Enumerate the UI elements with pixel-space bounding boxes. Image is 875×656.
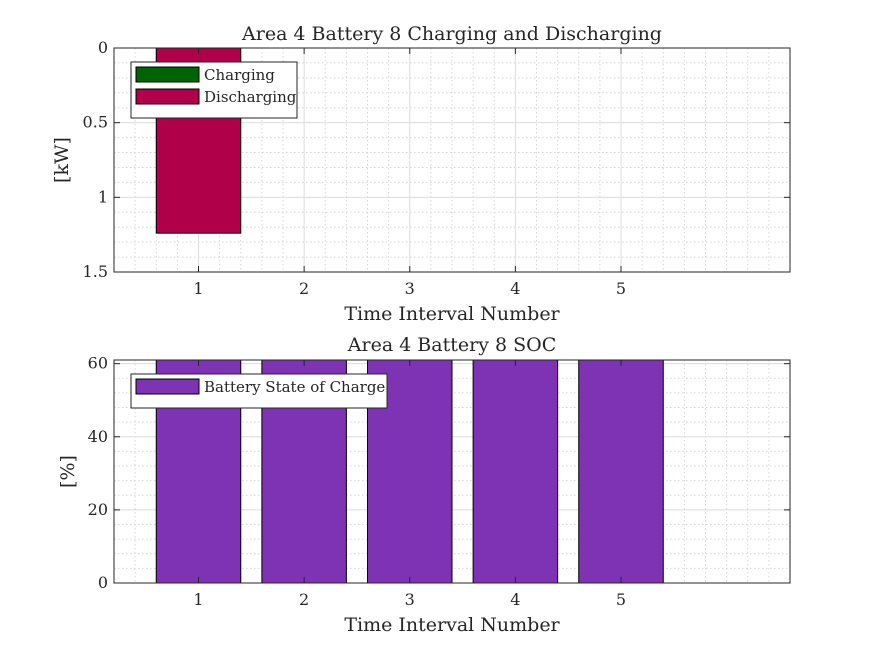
x-tick-label: 2 (299, 590, 309, 609)
y-tick-label: 20 (88, 500, 108, 519)
chart-title: Area 4 Battery 8 SOC (347, 334, 556, 356)
legend: Charging Discharging (130, 61, 298, 119)
top-axes: 1 2 3 4 5 0 0.5 1 1.5 Area 4 Battery 8 Charging … (51, 23, 791, 325)
x-tick-label: 2 (299, 279, 309, 298)
y-tick-label: 0.5 (83, 113, 108, 132)
y-tick-label: 60 (88, 354, 108, 373)
legend: Battery State of Charge (130, 373, 388, 409)
legend-entry: Discharging (204, 88, 297, 106)
y-tick-label: 0 (98, 38, 108, 57)
bottom-axes: 1 2 3 4 5 0 20 40 60 Area 4 Battery 8 SOC Time I… (57, 334, 791, 636)
x-tick-label: 3 (405, 590, 415, 609)
y-tick-label: 1.5 (83, 262, 108, 281)
x-tick-label: 5 (616, 590, 626, 609)
y-tick-label: 40 (88, 427, 108, 446)
x-axis-label: Time Interval Number (344, 303, 560, 325)
legend-entry: Battery State of Charge (204, 378, 385, 396)
y-axis-label: [%] (57, 455, 79, 488)
legend-swatch (135, 66, 200, 83)
x-tick-label: 4 (510, 590, 520, 609)
y-axis-label: [kW] (51, 137, 73, 183)
bar-battery-state-of-charge-4 (472, 359, 559, 584)
x-axis-label: Time Interval Number (344, 614, 560, 636)
legend-swatch (135, 378, 200, 395)
x-tick-label: 4 (510, 279, 520, 298)
x-tick-label: 1 (193, 590, 203, 609)
x-tick-label: 1 (193, 279, 203, 298)
y-tick-label: 1 (98, 187, 108, 206)
chart-title: Area 4 Battery 8 Charging and Dischargin… (241, 23, 662, 45)
legend-swatch (135, 88, 200, 105)
legend-entry: Charging (204, 66, 275, 84)
x-tick-label: 5 (616, 279, 626, 298)
bar-battery-state-of-charge-5 (578, 359, 664, 584)
y-tick-label: 0 (98, 573, 108, 592)
x-tick-label: 3 (405, 279, 415, 298)
